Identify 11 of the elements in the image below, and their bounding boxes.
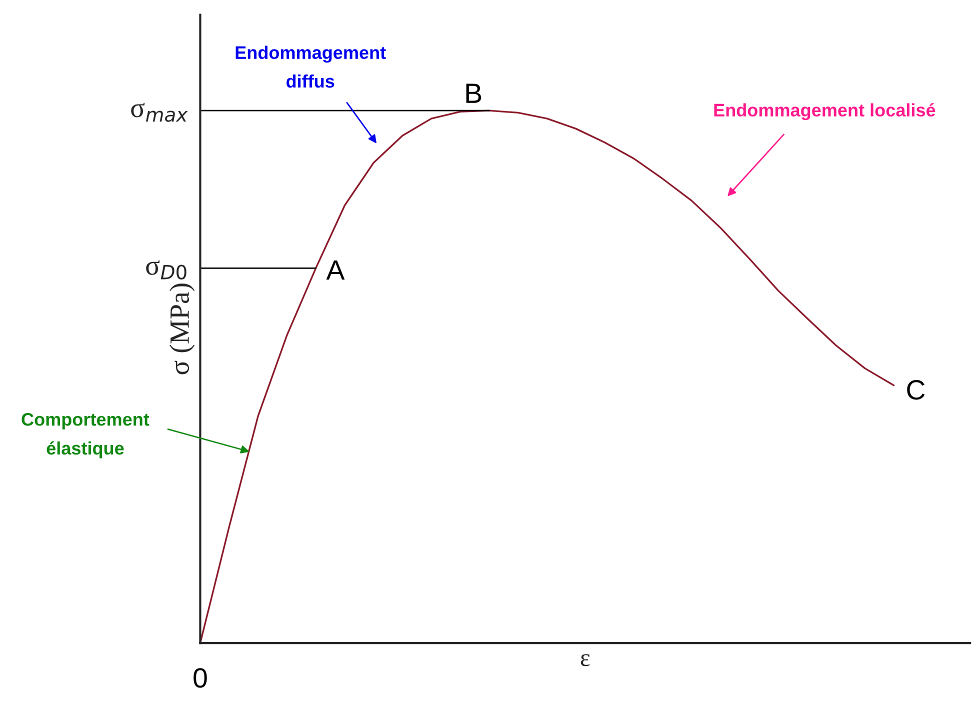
annotation: C — [907, 380, 925, 400]
text: 0 — [194, 668, 207, 688]
text: B — [466, 84, 482, 103]
x-axis-title: ε — [580, 654, 590, 666]
text: Endommagement diffus — [236, 46, 386, 88]
ref-line-label: σ$_{D0}$ — [146, 260, 186, 280]
annotation: A — [326, 260, 345, 280]
annotation: Endommagement localisé — [714, 103, 936, 120]
text: Comportement élastique — [22, 412, 150, 458]
ref-line-label: σ$_{max}$ — [131, 102, 188, 122]
y-axis-title: σ (MPa) — [169, 284, 195, 374]
